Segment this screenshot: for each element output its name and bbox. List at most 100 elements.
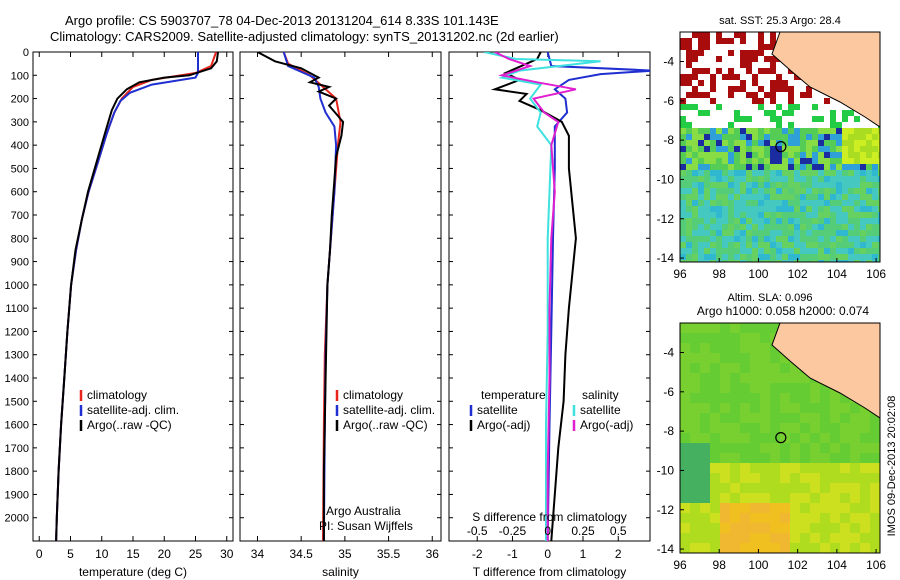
map-cell [860,543,870,553]
map-cell [848,128,854,134]
map-cell [680,80,686,86]
map-cell [794,176,800,182]
plot-frame [32,51,234,542]
map-cell [860,134,866,140]
map-cell [848,242,854,248]
map-cell [840,443,850,453]
map-cell [776,212,782,218]
map-cell [698,236,704,242]
map-cell [770,104,776,110]
map-cell [782,98,788,104]
map-cell [722,230,728,236]
map-cell [848,254,854,260]
map-cell [704,164,710,170]
map-cell [692,50,698,56]
map-cell [818,128,824,134]
x2-tick-label: 0.25 [571,524,595,538]
map-cell [842,110,848,116]
map-cell [788,92,794,98]
map-cell [794,122,800,128]
map-cell [776,188,782,194]
map-cell [698,56,704,62]
map-cell [760,483,770,493]
map-cell [740,50,746,56]
map-cell [872,194,878,200]
map-cell [782,230,788,236]
map-cell [758,158,764,164]
map-cell [716,44,722,50]
map-cell [776,158,782,164]
map-cell [860,230,866,236]
map-cell [788,98,794,104]
map-cell [680,152,686,158]
map-cell [824,98,830,104]
map-cell [824,212,830,218]
map-cell [764,92,770,98]
map-cell [740,74,746,80]
map-cell [716,116,722,122]
map-cell [734,122,740,128]
map-cell [836,188,842,194]
map-cell [722,188,728,194]
map-cell [836,146,842,152]
map-cell [760,543,770,553]
map-cell [722,146,728,152]
map-cell [812,254,818,260]
map-cell [782,200,788,206]
map-cell [704,80,710,86]
map-cell [750,323,760,333]
map-cell [704,158,710,164]
map-cell [878,140,880,146]
map-cell [820,523,830,533]
map-cell [728,152,734,158]
map-cell [788,200,794,206]
map-cell [800,182,806,188]
map-cell [690,373,700,383]
map-cell [800,393,810,403]
map-cell [770,218,776,224]
map-cell [854,212,860,218]
map-cell [764,188,770,194]
map-cell [800,218,806,224]
map-cell [860,176,866,182]
map-cell [716,182,722,188]
map-cell [782,128,788,134]
series-line-2 [55,52,219,541]
map-cell [750,343,760,353]
map-cell [800,423,810,433]
map-cell [870,423,880,433]
map-cell [820,403,830,413]
map-cell [690,403,700,413]
map-cell [686,122,692,128]
map-cell [716,146,722,152]
map-cell [758,242,764,248]
map-cell [740,236,746,242]
map-cell [704,62,710,68]
map-cell [788,212,794,218]
map-cell [818,188,824,194]
map-cell [872,236,878,242]
map-cell [710,373,720,383]
map-cell [704,200,710,206]
map-cell [692,248,698,254]
map-cell [776,236,782,242]
map-cell [764,134,770,140]
map-cell [750,393,760,403]
map-cell [758,146,764,152]
map-cell [860,248,866,254]
map-cell [760,523,770,533]
map-cell [746,152,752,158]
map-cell [810,433,820,443]
map-cell [810,493,820,503]
map-cell [782,116,788,122]
map-cell [704,224,710,230]
map-cell [824,164,830,170]
map-cell [788,248,794,254]
map-cell [782,134,788,140]
map-cell [704,32,710,38]
map-cell [692,260,698,262]
map-cell [860,463,870,473]
map-cell [710,200,716,206]
map-cell [686,164,692,170]
map-cell [770,194,776,200]
